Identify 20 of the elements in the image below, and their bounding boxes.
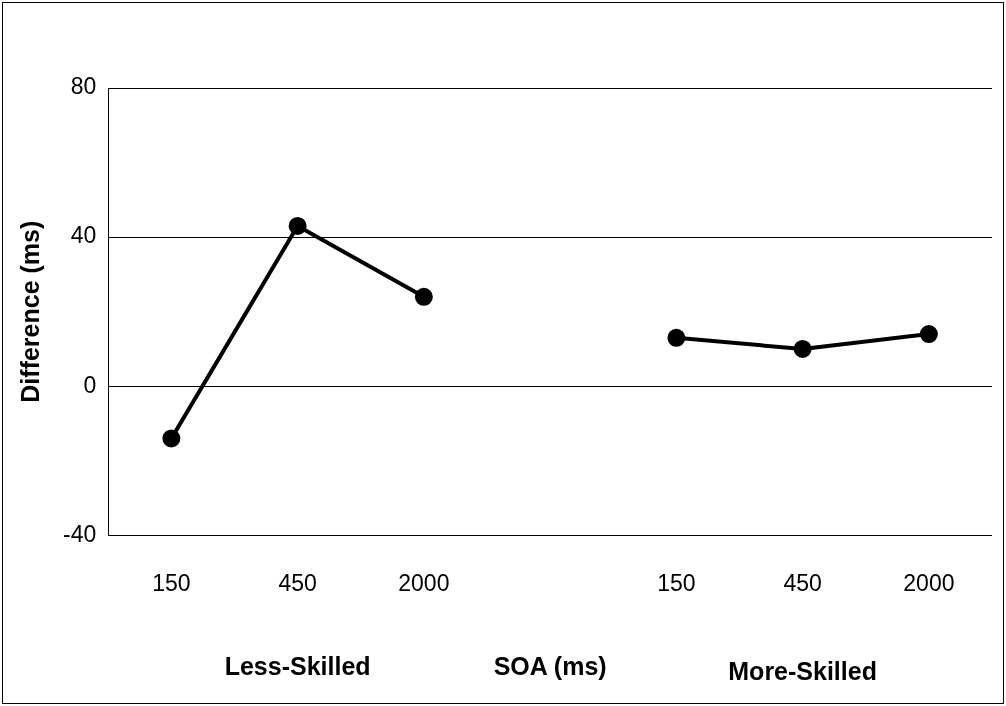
text: Less-Skilled — [224, 651, 371, 680]
point — [162, 429, 181, 448]
x-tick-label: 450 — [783, 569, 822, 596]
x-tick-label: 2000 — [903, 569, 955, 596]
x-tick-label: 450 — [278, 569, 317, 596]
y-tick-label: 0 — [83, 371, 97, 398]
y-axis-title: Difference (ms) — [15, 220, 44, 403]
y-tick-label: -40 — [62, 520, 97, 547]
point — [919, 325, 938, 344]
x-tick-label: 2000 — [398, 569, 450, 596]
point — [414, 287, 433, 306]
point — [288, 216, 307, 235]
x-tick-label: 150 — [152, 569, 191, 596]
point — [793, 339, 812, 358]
x-axis-title: SOA (ms) — [493, 651, 607, 680]
text: More-Skilled — [728, 656, 877, 685]
y-tick-label: 80 — [70, 73, 97, 100]
x-tick-label: 150 — [657, 569, 696, 596]
point — [667, 328, 686, 347]
y-tick-label: 40 — [70, 222, 97, 249]
